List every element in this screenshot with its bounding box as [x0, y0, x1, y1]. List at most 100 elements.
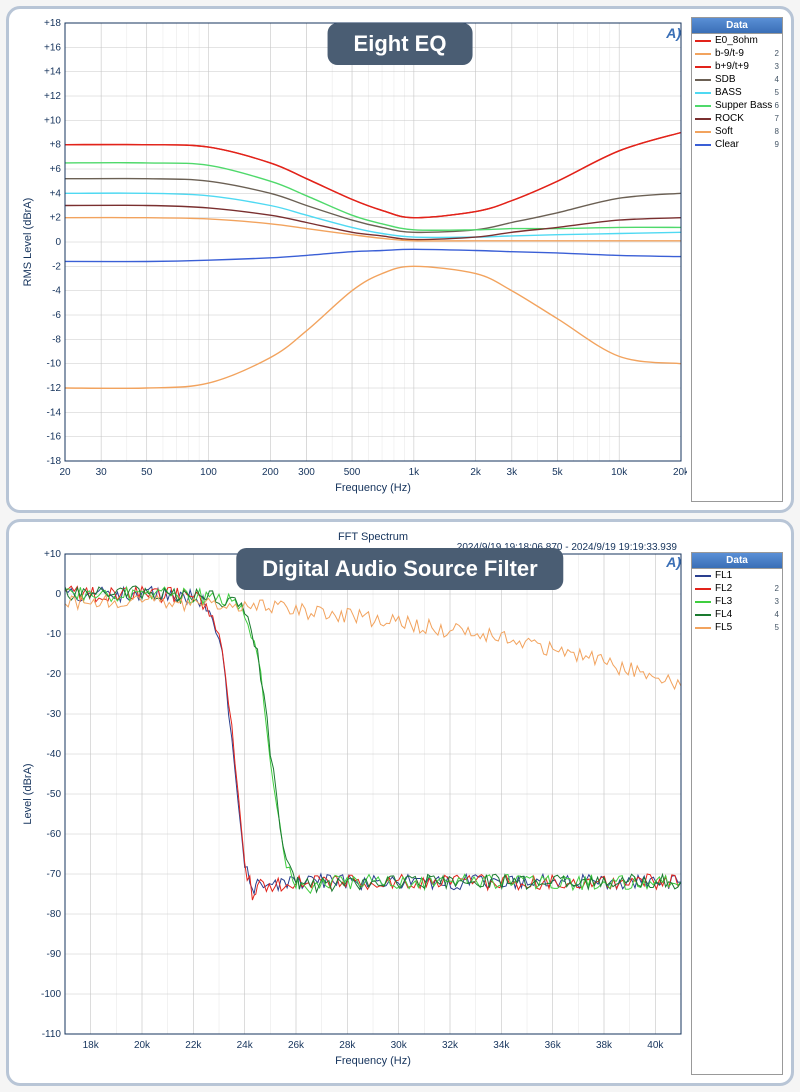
svg-text:-90: -90: [47, 949, 62, 960]
legend-header: Data: [692, 18, 782, 34]
svg-text:-14: -14: [47, 407, 62, 418]
legend-label: Clear: [715, 139, 773, 150]
legend-item: FL1: [692, 569, 782, 582]
svg-text:-2: -2: [52, 261, 61, 272]
svg-text:-10: -10: [47, 359, 62, 370]
legend-item: BASS5: [692, 86, 782, 99]
legend-index: 9: [775, 140, 779, 149]
svg-text:3k: 3k: [507, 467, 519, 478]
legend-item: Clear9: [692, 138, 782, 151]
eq-chart-panel: Eight EQ -18-16-14-12-10-8-6-4-20+2+4+6+…: [6, 6, 794, 513]
filter-legend: Data FL1FL22FL33FL44FL55: [691, 552, 783, 1075]
legend-label: FL1: [715, 570, 777, 581]
legend-swatch: [695, 92, 711, 94]
legend-item: FL22: [692, 582, 782, 595]
legend-index: 4: [775, 610, 779, 619]
legend-label: FL4: [715, 609, 773, 620]
legend-item: SDB4: [692, 73, 782, 86]
svg-text:+6: +6: [50, 164, 62, 175]
legend-index: 6: [775, 101, 779, 110]
eq-title-pill: Eight EQ: [328, 23, 473, 65]
filter-title-pill: Digital Audio Source Filter: [236, 548, 563, 590]
svg-text:34k: 34k: [493, 1040, 510, 1051]
legend-item: ROCK7: [692, 112, 782, 125]
legend-swatch: [695, 575, 711, 577]
legend-item: FL33: [692, 595, 782, 608]
svg-text:-50: -50: [47, 789, 62, 800]
legend-index: 2: [775, 584, 779, 593]
legend-swatch: [695, 118, 711, 120]
svg-text:200: 200: [262, 467, 279, 478]
svg-text:RMS Level (dBrA): RMS Level (dBrA): [22, 198, 34, 287]
svg-text:20k: 20k: [673, 467, 687, 478]
legend-item: b+9/t+93: [692, 60, 782, 73]
legend-label: BASS: [715, 87, 773, 98]
legend-index: 5: [775, 623, 779, 632]
svg-text:2k: 2k: [470, 467, 482, 478]
svg-text:-20: -20: [47, 669, 62, 680]
legend-item: FL55: [692, 621, 782, 634]
legend-item: FL44: [692, 608, 782, 621]
legend-swatch: [695, 66, 711, 68]
svg-text:100: 100: [200, 467, 217, 478]
svg-text:28k: 28k: [339, 1040, 356, 1051]
legend-swatch: [695, 588, 711, 590]
svg-text:0: 0: [55, 237, 61, 248]
legend-header: Data: [692, 553, 782, 569]
svg-text:-70: -70: [47, 869, 62, 880]
legend-label: b+9/t+9: [715, 61, 773, 72]
svg-text:Level (dBrA): Level (dBrA): [22, 763, 34, 824]
svg-text:+16: +16: [44, 42, 61, 53]
svg-text:-80: -80: [47, 909, 62, 920]
svg-text:18k: 18k: [83, 1040, 100, 1051]
legend-label: FL5: [715, 622, 773, 633]
svg-text:1k: 1k: [409, 467, 421, 478]
legend-item: Soft8: [692, 125, 782, 138]
eq-legend: Data E0_8ohmb-9/t-92b+9/t+93SDB4BASS5Sup…: [691, 17, 783, 502]
svg-text:-4: -4: [52, 286, 61, 297]
svg-text:24k: 24k: [237, 1040, 254, 1051]
legend-index: 7: [775, 114, 779, 123]
svg-text:-6: -6: [52, 310, 61, 321]
legend-label: b-9/t-9: [715, 48, 773, 59]
svg-text:FFT Spectrum: FFT Spectrum: [338, 531, 408, 543]
eq-plot: -18-16-14-12-10-8-6-4-20+2+4+6+8+10+12+1…: [17, 17, 687, 502]
svg-text:10k: 10k: [611, 467, 628, 478]
legend-item: Supper Bass6: [692, 99, 782, 112]
legend-swatch: [695, 105, 711, 107]
legend-swatch: [695, 614, 711, 616]
svg-text:+14: +14: [44, 67, 61, 78]
svg-text:Frequency (Hz): Frequency (Hz): [335, 1055, 411, 1067]
legend-index: 8: [775, 127, 779, 136]
legend-label: FL2: [715, 583, 773, 594]
svg-text:-10: -10: [47, 629, 62, 640]
legend-label: SDB: [715, 74, 773, 85]
legend-swatch: [695, 79, 711, 81]
svg-text:0: 0: [55, 589, 61, 600]
legend-index: 3: [775, 597, 779, 606]
legend-item: b-9/t-92: [692, 47, 782, 60]
legend-label: ROCK: [715, 113, 773, 124]
ap-logo-icon: A): [666, 554, 681, 570]
svg-text:-110: -110: [42, 1029, 62, 1040]
legend-index: 2: [775, 49, 779, 58]
svg-text:40k: 40k: [647, 1040, 664, 1051]
svg-text:-16: -16: [47, 432, 62, 443]
legend-swatch: [695, 53, 711, 55]
legend-swatch: [695, 40, 711, 42]
svg-text:38k: 38k: [596, 1040, 613, 1051]
svg-text:Frequency (Hz): Frequency (Hz): [335, 482, 411, 494]
svg-text:-40: -40: [47, 749, 62, 760]
legend-swatch: [695, 144, 711, 146]
svg-text:300: 300: [298, 467, 315, 478]
filter-chart-panel: Digital Audio Source Filter -110 -10 0 -90 -…: [6, 519, 794, 1086]
svg-text:36k: 36k: [545, 1040, 562, 1051]
legend-index: 3: [775, 62, 779, 71]
svg-text:+2: +2: [50, 213, 62, 224]
svg-text:22k: 22k: [185, 1040, 202, 1051]
legend-index: 4: [775, 75, 779, 84]
svg-text:20k: 20k: [134, 1040, 151, 1051]
legend-index: 5: [775, 88, 779, 97]
legend-label: Supper Bass: [715, 100, 773, 111]
legend-label: E0_8ohm: [715, 35, 777, 46]
